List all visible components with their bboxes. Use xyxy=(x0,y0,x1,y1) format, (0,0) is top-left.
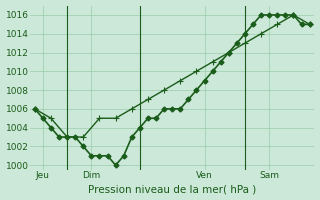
X-axis label: Pression niveau de la mer( hPa ): Pression niveau de la mer( hPa ) xyxy=(88,184,256,194)
